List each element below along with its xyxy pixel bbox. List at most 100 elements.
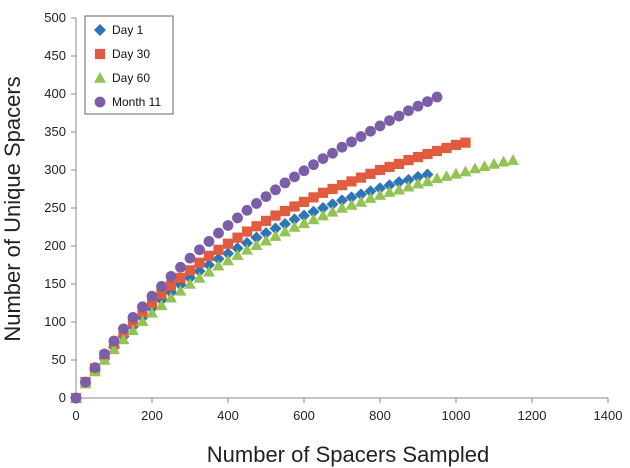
data-point: [383, 179, 396, 192]
data-point: [165, 291, 177, 303]
y-tick-label: 250: [44, 200, 66, 215]
data-point: [241, 226, 253, 237]
data-point: [412, 170, 424, 183]
data-point: [260, 234, 272, 246]
data-point: [383, 186, 396, 197]
data-point: [270, 184, 281, 196]
data-point: [422, 96, 433, 107]
data-point: [184, 265, 196, 276]
data-point: [374, 164, 386, 176]
y-tick-label: 150: [44, 276, 66, 291]
data-point: [89, 362, 101, 373]
data-point: [355, 188, 367, 201]
data-point: [279, 177, 291, 189]
data-point: [118, 323, 129, 335]
data-point: [289, 171, 300, 183]
data-point: [317, 153, 329, 165]
y-tick-label: 100: [44, 314, 66, 329]
data-point: [251, 198, 262, 209]
data-point: [393, 183, 405, 195]
data-point: [412, 100, 424, 112]
data-point: [450, 139, 462, 151]
data-point: [241, 236, 253, 249]
data-point: [421, 168, 434, 181]
data-point: [260, 215, 272, 227]
x-tick-label: 800: [369, 408, 391, 423]
data-point: [288, 221, 301, 232]
x-tick-label: 1400: [594, 408, 623, 423]
data-point: [355, 195, 367, 207]
x-tick-label: 1200: [518, 408, 547, 423]
data-point: [156, 288, 167, 299]
legend-marker: [94, 96, 106, 108]
data-point: [355, 131, 367, 142]
data-point: [298, 165, 310, 177]
data-point: [231, 249, 244, 260]
data-point: [336, 141, 348, 153]
data-point: [326, 198, 339, 211]
data-point: [469, 162, 481, 174]
data-point: [327, 183, 338, 195]
y-tick-label: 200: [44, 238, 66, 253]
series-day-60: [70, 154, 519, 403]
legend-marker: [94, 72, 106, 83]
data-point: [108, 343, 120, 355]
data-point: [317, 209, 329, 221]
data-point: [317, 202, 329, 214]
data-point: [497, 155, 510, 167]
data-point: [364, 192, 377, 203]
data-point: [70, 392, 82, 404]
data-point: [402, 180, 415, 192]
x-tick-label: 600: [293, 408, 315, 423]
data-point: [336, 180, 348, 191]
legend-entry: Day 1: [112, 23, 144, 37]
data-point: [136, 315, 149, 327]
data-point: [99, 348, 110, 360]
data-point: [288, 213, 301, 226]
data-point: [393, 158, 405, 170]
data-point: [441, 142, 452, 154]
data-point: [488, 157, 500, 169]
data-point: [431, 145, 443, 157]
data-point: [260, 227, 272, 240]
data-point: [251, 221, 262, 232]
data-point: [345, 198, 358, 210]
data-point: [193, 265, 206, 278]
data-point: [156, 280, 167, 292]
data-point: [326, 205, 339, 217]
data-point: [212, 259, 225, 271]
data-point: [269, 230, 282, 241]
data-point: [203, 236, 215, 247]
data-point: [175, 272, 186, 284]
data-point: [307, 205, 320, 218]
data-point: [365, 168, 376, 179]
x-tick-label: 400: [217, 408, 239, 423]
y-tick-label: 300: [44, 162, 66, 177]
data-point: [374, 120, 386, 132]
data-point: [203, 265, 215, 277]
data-point: [374, 189, 386, 200]
data-series: [70, 91, 519, 404]
data-point: [146, 306, 158, 318]
data-point: [460, 137, 471, 148]
data-point: [478, 160, 491, 171]
x-tick-label: 0: [72, 408, 79, 423]
data-point: [231, 242, 244, 255]
y-tick-label: 500: [44, 10, 66, 25]
data-point: [193, 271, 206, 283]
data-point: [174, 284, 187, 296]
data-point: [241, 243, 253, 255]
data-point: [241, 204, 253, 216]
x-tick-label: 1000: [442, 408, 471, 423]
y-tick-label: 450: [44, 48, 66, 63]
data-point: [507, 154, 519, 165]
data-point: [165, 280, 177, 291]
legend-marker: [94, 24, 106, 36]
data-point: [289, 201, 300, 212]
data-point: [117, 333, 130, 345]
data-point: [384, 115, 395, 126]
data-point: [269, 222, 282, 235]
data-point: [298, 209, 310, 222]
data-point: [222, 254, 234, 266]
